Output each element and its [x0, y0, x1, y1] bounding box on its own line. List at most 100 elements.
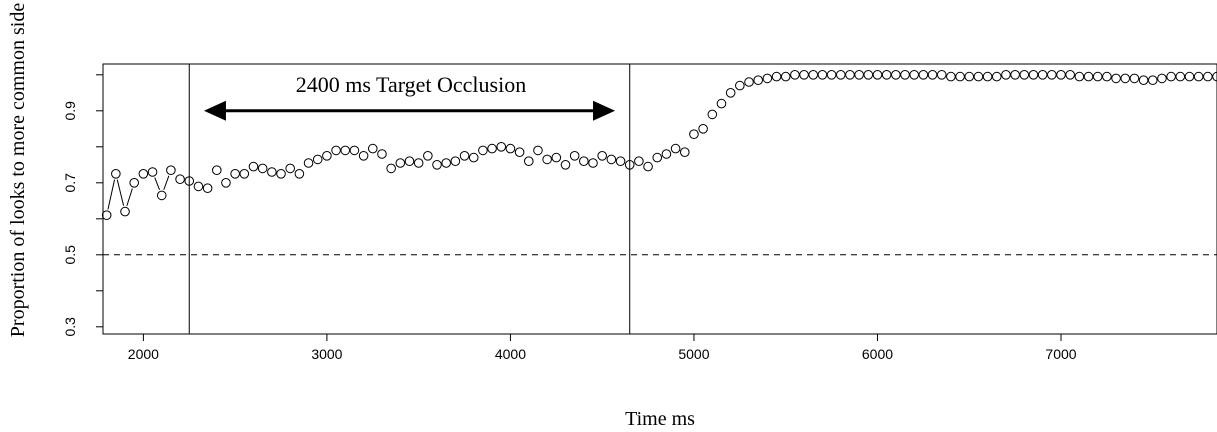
data-point	[294, 169, 305, 179]
data-point	[248, 161, 259, 172]
data-point	[257, 163, 268, 174]
data-point	[689, 129, 699, 139]
annotation-label: 2400 ms Target Occlusion	[296, 72, 526, 97]
data-point	[267, 167, 277, 177]
data-point	[1037, 70, 1048, 80]
data-point	[367, 143, 378, 154]
data-point	[147, 167, 158, 177]
x-tick-label: 7000	[1045, 346, 1076, 362]
data-point	[441, 158, 451, 168]
data-point	[624, 160, 635, 170]
data-point	[184, 176, 195, 186]
data-point	[606, 154, 617, 165]
data-point	[643, 161, 653, 172]
data-point	[1083, 71, 1094, 82]
data-point	[725, 88, 736, 98]
data-point	[523, 156, 534, 166]
connector-segment-1	[107, 179, 116, 210]
data-point	[634, 156, 644, 166]
data-point	[1166, 71, 1176, 82]
data-point	[597, 151, 607, 161]
data-point	[560, 160, 571, 170]
data-point	[707, 109, 718, 120]
data-point	[193, 181, 204, 192]
data-point	[1010, 70, 1020, 80]
y-tick-label: 0.5	[62, 245, 78, 265]
data-point	[661, 149, 672, 159]
data-point	[505, 143, 516, 154]
data-point	[735, 80, 745, 91]
axes: 2000 3000 4000 5000 6000 7000 0.3 0.5 0.7 0.9	[62, 74, 1077, 362]
data-point	[276, 169, 286, 179]
x-tick-label: 4000	[495, 346, 526, 362]
data-point	[1056, 70, 1066, 80]
data-point	[496, 142, 507, 152]
data-point	[413, 158, 424, 168]
data-point	[790, 70, 800, 80]
data-point	[670, 143, 681, 154]
data-point	[1157, 73, 1167, 84]
data-point	[202, 183, 213, 193]
data-point	[423, 151, 433, 161]
data-point	[936, 70, 947, 80]
data-point	[303, 158, 314, 168]
data-point	[533, 145, 543, 156]
reference-lines	[103, 64, 1217, 334]
data-point	[1175, 71, 1186, 82]
data-point	[753, 75, 763, 85]
data-point	[615, 156, 626, 166]
data-point	[1184, 71, 1195, 82]
data-point	[377, 149, 387, 159]
data-point	[551, 152, 562, 163]
data-point	[909, 70, 919, 80]
data-point	[175, 174, 185, 184]
data-point	[991, 71, 1002, 82]
data-point	[138, 169, 149, 179]
data-point	[863, 70, 874, 80]
data-point	[1074, 71, 1085, 82]
data-point	[1120, 73, 1131, 84]
data-point	[927, 70, 938, 80]
x-tick-label: 5000	[678, 346, 709, 362]
data-point	[826, 70, 837, 80]
data-point	[450, 156, 461, 166]
y-tick-label: 0.7	[62, 173, 78, 193]
data-point	[817, 70, 828, 80]
data-point	[569, 151, 580, 161]
data-point	[835, 70, 846, 80]
data-point	[771, 71, 782, 82]
data-point	[386, 163, 396, 174]
y-axis-label: Proportion of looks to more common side	[7, 3, 29, 338]
data-point	[955, 71, 965, 82]
connector-segment-5	[163, 175, 170, 190]
data-point	[652, 152, 663, 163]
data-point	[744, 77, 754, 87]
data-point	[120, 206, 130, 217]
data-point	[1147, 75, 1158, 85]
data-point	[514, 147, 525, 157]
data-point	[854, 70, 864, 80]
data-point	[780, 71, 791, 82]
data-point	[129, 178, 139, 188]
connector-segment-4	[154, 177, 161, 190]
data-point	[230, 169, 240, 179]
data-point	[1065, 70, 1075, 80]
data-point	[542, 154, 552, 165]
connector-segment-2	[116, 179, 125, 206]
annotation-arrow-head-left	[203, 100, 226, 121]
data-point	[1092, 71, 1103, 82]
data-point	[588, 158, 598, 168]
data-point	[762, 73, 773, 84]
data-point	[340, 145, 351, 156]
data-point	[349, 145, 360, 156]
data-point	[1028, 70, 1039, 80]
data-point	[239, 169, 250, 179]
data-point	[845, 70, 855, 80]
x-tick-label: 2000	[128, 346, 159, 362]
data-point	[478, 145, 488, 156]
x-axis-label: Time ms	[625, 408, 695, 430]
data-point	[404, 156, 415, 166]
data-point	[1203, 71, 1213, 82]
